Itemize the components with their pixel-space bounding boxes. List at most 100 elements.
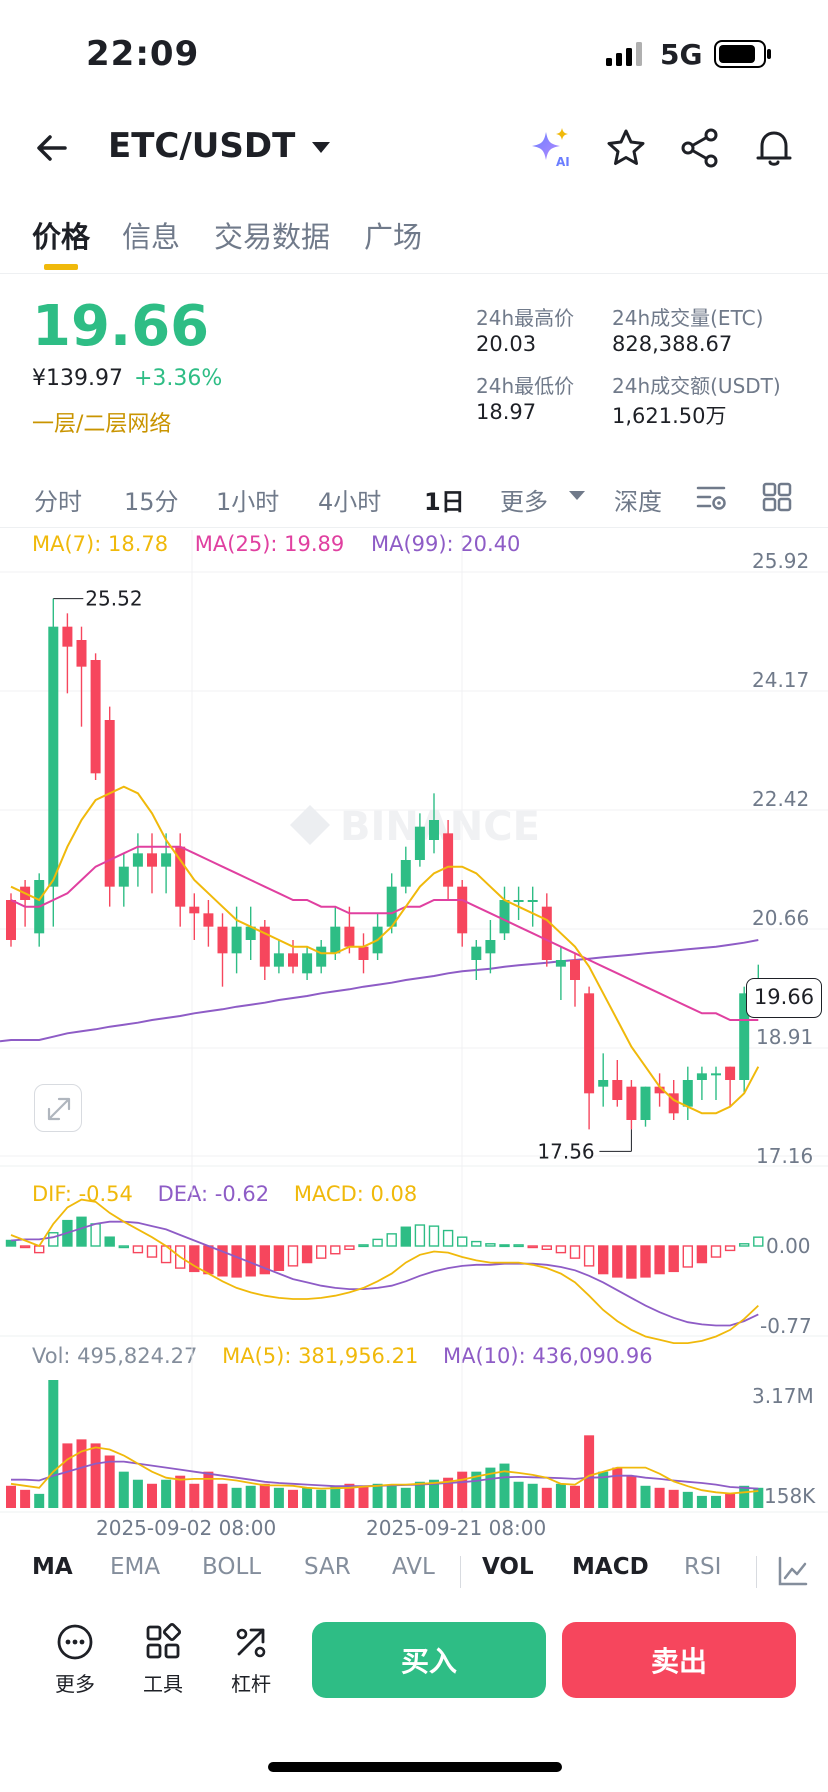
expand-chart-button[interactable] bbox=[34, 1084, 82, 1132]
volume-bar bbox=[161, 1479, 172, 1508]
candle-body bbox=[62, 626, 73, 647]
indicator-sar[interactable]: SAR bbox=[304, 1554, 351, 1580]
indicator-vol[interactable]: VOL bbox=[482, 1554, 534, 1580]
tab-info[interactable]: 信息 bbox=[122, 220, 181, 254]
pair-title[interactable]: ETC/USDT bbox=[108, 126, 296, 166]
macd-histogram-bar bbox=[612, 1245, 623, 1278]
volume-legend: Vol: 495,824.27 MA(5): 381,956.21 MA(10)… bbox=[32, 1344, 671, 1368]
last-price: 19.66 bbox=[32, 294, 210, 359]
candle-body bbox=[696, 1073, 707, 1080]
time-axis-label: 2025-09-02 08:00 bbox=[96, 1516, 277, 1540]
layout-grid-icon[interactable] bbox=[760, 480, 794, 514]
indicator-ma[interactable]: MA bbox=[32, 1554, 73, 1580]
high-value: 20.03 bbox=[476, 332, 537, 356]
interval-15m[interactable]: 15分 bbox=[124, 488, 179, 516]
more-button[interactable]: 更多 bbox=[40, 1622, 110, 1697]
candle-body bbox=[513, 900, 524, 902]
candle-body bbox=[725, 1066, 736, 1080]
macd-histogram-bar bbox=[442, 1229, 454, 1247]
price-axis-label: 24.17 bbox=[752, 668, 810, 692]
indicator-macd[interactable]: MACD bbox=[572, 1554, 649, 1580]
candle-body bbox=[132, 853, 143, 867]
interval-time[interactable]: 分时 bbox=[34, 488, 82, 516]
macd-histogram-bar bbox=[724, 1245, 736, 1252]
interval-more[interactable]: 更多 bbox=[500, 488, 548, 516]
share-icon[interactable] bbox=[678, 126, 722, 170]
volume-bar bbox=[668, 1489, 679, 1508]
macd-histogram-bar bbox=[414, 1224, 426, 1247]
volume-bar bbox=[344, 1483, 355, 1508]
indicator-ema[interactable]: EMA bbox=[110, 1554, 161, 1580]
macd-histogram-bar bbox=[583, 1245, 595, 1267]
sell-button[interactable]: 卖出 bbox=[562, 1622, 796, 1698]
cny-price: ¥139.97 bbox=[32, 366, 123, 391]
depth-tab[interactable]: 深度 bbox=[614, 488, 662, 516]
macd-histogram-bar bbox=[640, 1245, 651, 1278]
network-link[interactable]: 一层/二层网络 bbox=[32, 412, 172, 437]
indicator-settings-icon[interactable] bbox=[776, 1554, 810, 1588]
macd-histogram-bar bbox=[287, 1245, 299, 1267]
volume-bar bbox=[711, 1495, 721, 1508]
more-dots-icon bbox=[57, 1624, 93, 1660]
ma-legend: MA(7): 18.78 MA(25): 19.89 MA(99): 20.40 bbox=[32, 532, 540, 556]
volume-bar bbox=[739, 1485, 750, 1508]
candle-body bbox=[147, 853, 157, 867]
tools-button[interactable]: 工具 bbox=[128, 1622, 198, 1697]
caret-down-icon[interactable] bbox=[308, 134, 334, 160]
macd-histogram-bar bbox=[146, 1245, 158, 1258]
macd-histogram-bar bbox=[598, 1245, 609, 1275]
page-tabs: 价格 信息 交易数据 广场 bbox=[0, 206, 828, 274]
candle-body bbox=[203, 913, 214, 927]
buy-button[interactable]: 买入 bbox=[312, 1622, 546, 1698]
volume-bar bbox=[457, 1471, 468, 1508]
macd-histogram-bar bbox=[203, 1245, 214, 1275]
tab-square[interactable]: 广场 bbox=[364, 220, 423, 254]
volume-bar bbox=[118, 1471, 129, 1508]
leverage-icon bbox=[236, 1628, 266, 1658]
ma25-line bbox=[10, 845, 759, 1021]
candle-body bbox=[358, 946, 369, 960]
dea-legend: DEA: -0.62 bbox=[157, 1182, 270, 1206]
caret-down-icon[interactable] bbox=[566, 484, 588, 506]
macd-histogram-bar bbox=[259, 1245, 270, 1275]
candle-body bbox=[118, 866, 129, 887]
volume-bar bbox=[316, 1489, 327, 1508]
interval-1d[interactable]: 1日 bbox=[424, 488, 465, 516]
macd-histogram-bar bbox=[76, 1216, 87, 1247]
home-indicator bbox=[268, 1762, 562, 1772]
interval-1h[interactable]: 1小时 bbox=[216, 488, 280, 516]
indicator-boll[interactable]: BOLL bbox=[202, 1554, 262, 1580]
tab-price[interactable]: 价格 bbox=[32, 220, 91, 254]
macd-histogram-bar bbox=[19, 1245, 31, 1249]
tab-trading-data[interactable]: 交易数据 bbox=[214, 220, 331, 254]
macd-histogram-bar bbox=[90, 1223, 101, 1247]
chart-settings-icon[interactable] bbox=[694, 480, 728, 514]
candle-body bbox=[654, 1086, 665, 1094]
macd-histogram-bar bbox=[217, 1245, 228, 1277]
macd-histogram-bar bbox=[316, 1245, 327, 1259]
volume-bar bbox=[273, 1487, 284, 1508]
macd-histogram-bar bbox=[301, 1245, 313, 1264]
volume-axis-label: 3.17M bbox=[752, 1384, 814, 1408]
macd-histogram-bar bbox=[682, 1245, 693, 1268]
candle-body bbox=[316, 946, 327, 967]
volume-bar bbox=[598, 1471, 609, 1508]
candlestick-chart[interactable]: BINANCE 25.52 17.56 bbox=[0, 0, 828, 1540]
candle-body bbox=[471, 946, 482, 960]
indicator-avl[interactable]: AVL bbox=[392, 1554, 435, 1580]
indicator-rsi[interactable]: RSI bbox=[684, 1554, 722, 1580]
macd-histogram-bar bbox=[386, 1233, 397, 1247]
macd-value-legend: MACD: 0.08 bbox=[293, 1182, 418, 1206]
bell-icon[interactable] bbox=[752, 126, 796, 170]
volume-value: 828,388.67 bbox=[612, 332, 733, 356]
interval-4h[interactable]: 4小时 bbox=[318, 488, 382, 516]
volume-bar bbox=[6, 1485, 16, 1508]
back-arrow-icon[interactable] bbox=[32, 128, 72, 168]
volume-bar bbox=[175, 1475, 186, 1508]
candle-body bbox=[245, 926, 256, 940]
star-icon[interactable] bbox=[604, 126, 648, 170]
macd-histogram-bar bbox=[344, 1245, 355, 1251]
candle-body bbox=[499, 900, 510, 934]
ai-sparkle-icon[interactable]: AI bbox=[528, 126, 572, 170]
leverage-button[interactable]: 杠杆 bbox=[216, 1622, 286, 1697]
